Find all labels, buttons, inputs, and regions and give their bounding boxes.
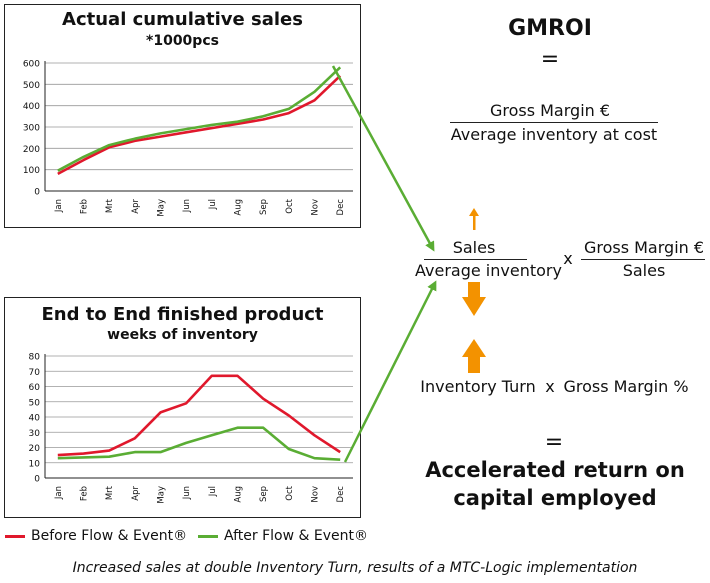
inventory-chart-x-tick-label: Dec bbox=[336, 486, 346, 503]
legend-after: After Flow & Event® bbox=[198, 528, 368, 544]
inventory-chart-y-tick-label: 50 bbox=[29, 398, 41, 408]
sales-chart-series-before-line bbox=[57, 74, 342, 176]
sales-chart-x-tick-label: Nov bbox=[311, 199, 321, 216]
gross-margin-numerator: Gross Margin € bbox=[489, 101, 611, 120]
inventory-chart-x-tick-label: Jul bbox=[208, 486, 218, 497]
inventory-chart-x-tick-label: May bbox=[157, 486, 167, 504]
legend-after-label: After Flow & Event® bbox=[224, 528, 368, 544]
inventory-chart-x-tick-label: Feb bbox=[80, 486, 90, 501]
fraction-line-gm bbox=[581, 259, 705, 260]
sales-chart-x-tick-label: Feb bbox=[80, 199, 90, 214]
sales-chart-y-tick-label: 400 bbox=[23, 102, 40, 112]
gross-margin-pct-label: Gross Margin % bbox=[563, 377, 689, 396]
sales-chart-subtitle: *1000pcs bbox=[146, 33, 219, 49]
legend-before: Before Flow & Event® bbox=[5, 528, 187, 544]
small-up-arrow-icon bbox=[469, 208, 479, 230]
sales-chart-x-tick-label: Apr bbox=[131, 199, 141, 214]
sales-chart-x-tick-label: May bbox=[157, 199, 167, 217]
multiply-sign-1: x bbox=[563, 249, 573, 268]
inventory-chart-x-tick-label: Jan bbox=[54, 486, 64, 500]
down-arrow-icon bbox=[462, 282, 486, 316]
inventory-chart-y-tick-label: 20 bbox=[29, 444, 41, 454]
sales-chart-x-tick-label: Jun bbox=[182, 199, 192, 213]
sales-chart-series-after-line bbox=[57, 66, 342, 172]
inventory-chart-y-tick-label: 70 bbox=[29, 368, 41, 378]
sales-chart-x-tick-label: Dec bbox=[336, 199, 346, 216]
inventory-chart-subtitle: weeks of inventory bbox=[107, 327, 258, 343]
result-line-1: Accelerated return on bbox=[425, 458, 685, 482]
fraction-line-sales bbox=[424, 259, 527, 260]
inventory-turn-label: Inventory Turn bbox=[420, 377, 536, 396]
legend-after-swatch bbox=[198, 534, 218, 538]
inventory-chart-y-tick-label: 60 bbox=[29, 383, 41, 393]
sales-chart-plot: 0 100 200 300 400 500 600 Jan Feb Mrt Apr May Jun Jul… bbox=[23, 60, 353, 217]
inventory-chart-y-tick-label: 0 bbox=[34, 475, 40, 485]
inventory-chart-x-tick-label: Nov bbox=[311, 486, 321, 503]
sales-chart-panel: Actual cumulative sales *1000pcs 0 100 200… bbox=[4, 4, 361, 228]
inventory-chart-x-tick-label: Aug bbox=[234, 486, 244, 503]
equals-sign-2: = bbox=[544, 430, 564, 455]
result-line-2: capital employed bbox=[453, 486, 657, 510]
inventory-chart-series-after-line bbox=[57, 426, 341, 461]
sales-denominator: Sales bbox=[622, 261, 666, 280]
inventory-chart-series-before-line bbox=[57, 374, 341, 457]
equals-sign-1: = bbox=[540, 47, 560, 72]
inventory-chart-x-tick-label: Sep bbox=[259, 486, 269, 502]
sales-chart-x-tick-label: Jan bbox=[54, 199, 64, 213]
inventory-chart-title: End to End finished product bbox=[41, 304, 324, 325]
inventory-chart-y-tick-label: 80 bbox=[29, 353, 41, 363]
sales-chart-y-tick-label: 0 bbox=[34, 188, 40, 198]
sales-chart-title: Actual cumulative sales bbox=[62, 9, 303, 30]
inventory-chart-y-tick-label: 40 bbox=[29, 414, 41, 424]
inventory-chart-panel: End to End finished product weeks of inv… bbox=[4, 297, 361, 518]
sales-chart-x-tick-label: Aug bbox=[234, 199, 244, 216]
sales-chart-y-tick-label: 200 bbox=[23, 145, 40, 155]
sales-chart-x-tick-label: Jul bbox=[208, 199, 218, 210]
inventory-chart-x-tick-label: Apr bbox=[131, 486, 141, 501]
figure-caption: Increased sales at double Inventory Turn… bbox=[72, 560, 638, 576]
avg-inventory-denominator: Average inventory bbox=[415, 261, 562, 280]
legend-before-label: Before Flow & Event® bbox=[31, 528, 188, 544]
inventory-chart-x-tick-label: Mrt bbox=[105, 485, 115, 500]
inventory-chart-y-tick-label: 10 bbox=[29, 459, 41, 469]
sales-chart-y-tick-label: 100 bbox=[23, 166, 40, 176]
gross-margin-eur-numerator: Gross Margin € bbox=[583, 238, 705, 257]
legend-before-swatch bbox=[5, 534, 25, 538]
inventory-chart-x-tick-label: Jun bbox=[182, 486, 192, 500]
sales-numerator: Sales bbox=[452, 238, 496, 257]
inventory-chart-plot: 0 10 20 30 40 50 60 70 80 Jan Feb Mrt Apr May Jun Jul Au… bbox=[29, 353, 353, 504]
fraction-line-1 bbox=[450, 122, 658, 123]
sales-chart-x-tick-label: Oct bbox=[285, 198, 295, 213]
sales-chart-x-tick-label: Sep bbox=[259, 199, 269, 215]
inventory-chart-y-tick-label: 30 bbox=[29, 429, 41, 439]
sales-chart-y-tick-label: 600 bbox=[23, 60, 40, 70]
avg-inventory-cost-denominator: Average inventory at cost bbox=[450, 125, 658, 144]
gmroi-title: GMROI bbox=[508, 16, 592, 41]
sales-chart-y-tick-label: 500 bbox=[23, 81, 40, 91]
sales-chart-x-tick-label: Mrt bbox=[105, 198, 115, 213]
sales-chart-y-tick-label: 300 bbox=[23, 124, 40, 134]
multiply-sign-2: x bbox=[545, 377, 555, 396]
up-arrow-icon bbox=[462, 339, 486, 373]
inventory-chart-x-tick-label: Oct bbox=[285, 485, 295, 500]
